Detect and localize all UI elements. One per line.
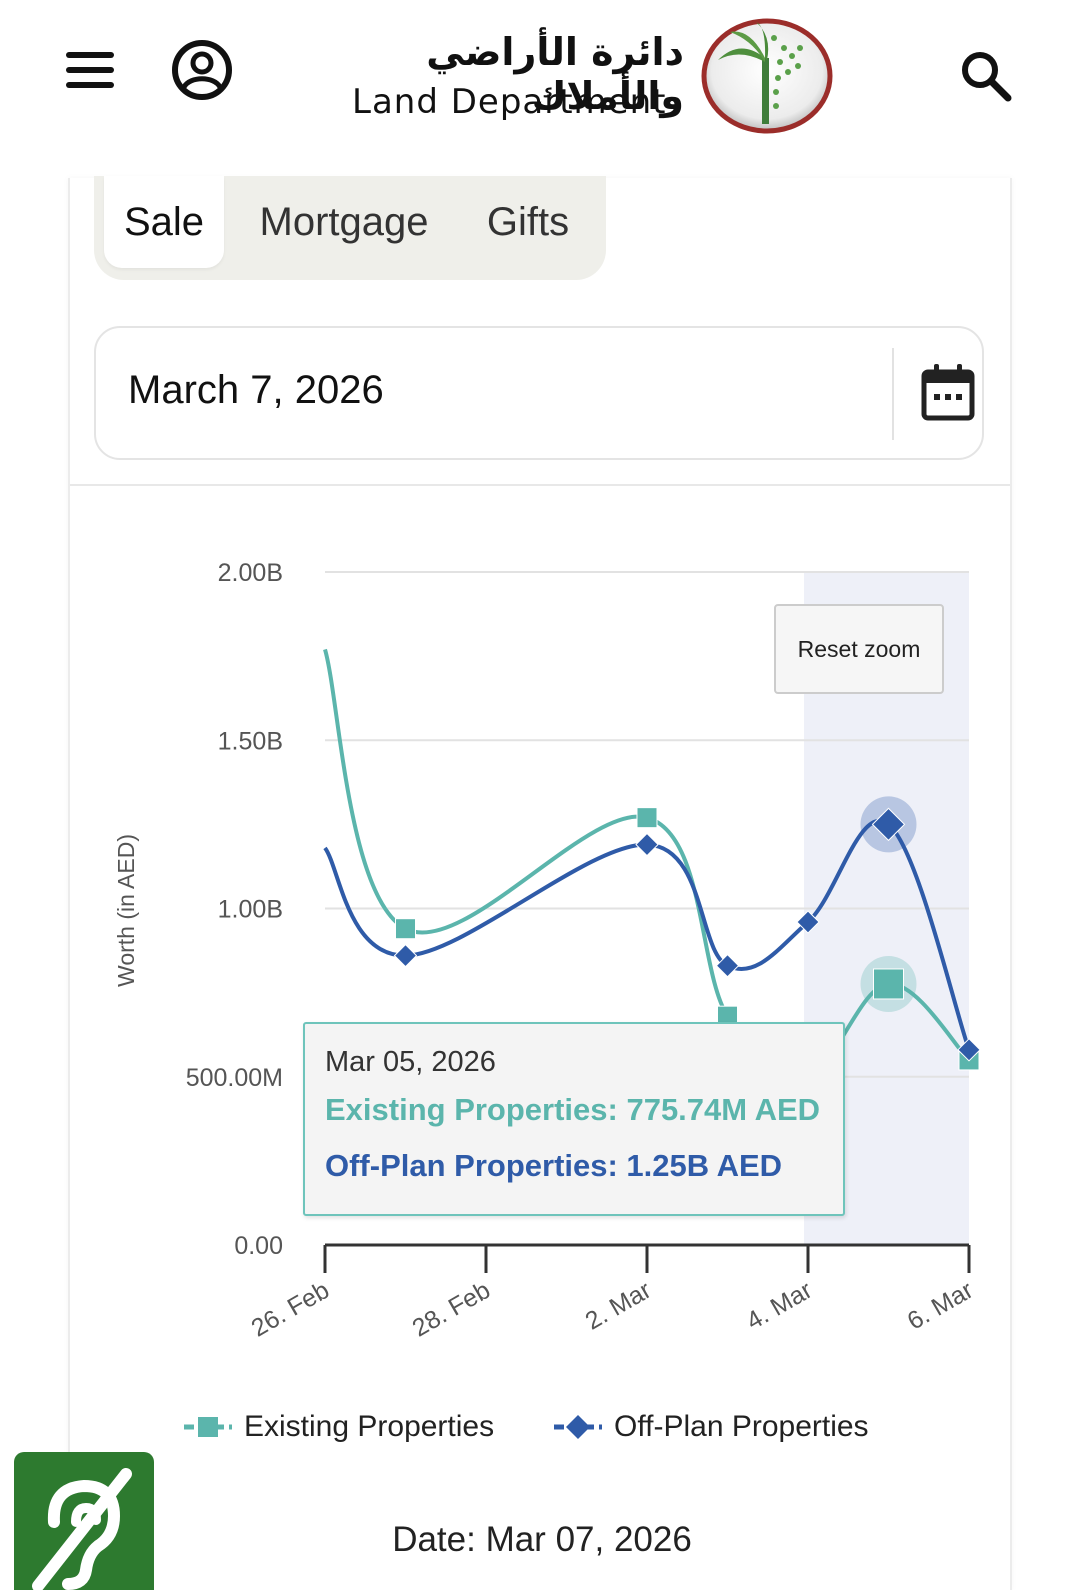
land-department-logo: دائرة الأراضي والأملاك Land Department [352, 18, 837, 134]
logo-english-text: Land Department [352, 82, 667, 122]
search-icon[interactable] [958, 48, 1014, 104]
point-off-plan-properties-4 [796, 910, 820, 934]
chart-tooltip: Mar 05, 2026 Existing Properties: 775.74… [303, 1022, 845, 1216]
point-off-plan-properties-5 [871, 807, 906, 842]
date-caption: Date: Mar 07, 2026 [392, 1520, 692, 1559]
legend-offplan-marker [554, 1415, 602, 1439]
legend-existing-properties[interactable]: Existing Properties [182, 1402, 494, 1452]
user-circle-icon[interactable] [170, 38, 234, 102]
tooltip-existing-value: Existing Properties: 775.74M AED [325, 1092, 821, 1127]
x-tick-label-3: 4. Mar [742, 1276, 817, 1336]
point-existing-properties-5 [873, 968, 904, 1000]
sales-chart[interactable]: 2.00B 1.50B 1.00B 500.00M 0.00 Worth (in AED)… [70, 486, 1014, 1486]
point-off-plan-properties-6 [957, 1038, 981, 1062]
calendar-icon[interactable] [920, 362, 976, 422]
legend-existing-label: Existing Properties [244, 1410, 495, 1443]
tooltip-date: Mar 05, 2026 [325, 1046, 496, 1078]
x-tick-label-2: 2. Mar [581, 1276, 656, 1336]
y-tick-label-4: 0.00 [234, 1232, 283, 1260]
date-picker-value: March 7, 2026 [128, 368, 384, 412]
legend-offplan-label: Off-Plan Properties [614, 1410, 869, 1443]
tab-gifts[interactable]: Gifts [486, 199, 570, 244]
point-off-plan-properties-1 [393, 943, 418, 968]
x-tick-label-4: 6. Mar [903, 1276, 978, 1336]
point-existing-properties-1 [395, 918, 416, 940]
date-picker-field[interactable]: March 7, 2026 [94, 326, 984, 460]
app-header: دائرة الأراضي والأملاك Land Department [0, 0, 1080, 150]
point-existing-properties-2 [636, 807, 658, 829]
point-off-plan-properties-3 [715, 953, 740, 978]
palm-tree-emblem-icon [700, 18, 834, 134]
date-picker-divider [892, 348, 894, 440]
menu-icon[interactable] [62, 50, 118, 90]
point-off-plan-properties-2 [635, 832, 659, 857]
hearing-assist-icon[interactable] [14, 1452, 154, 1590]
chart-legend: Existing Properties Off-Plan Properties [182, 1402, 902, 1452]
tab-mortgage[interactable]: Mortgage [259, 199, 429, 244]
tab-sale[interactable]: Sale [104, 176, 224, 268]
transactions-card: Sale Mortgage Gifts March 7, 2026 [68, 176, 1014, 1590]
y-axis-title: Worth (in AED) [113, 834, 139, 987]
y-tick-label-1: 1.50B [218, 727, 283, 755]
section-divider [70, 484, 1010, 486]
x-tick-label-1: 28. Feb [408, 1276, 495, 1343]
y-tick-label-0: 2.00B [218, 559, 283, 587]
x-tick-label-0: 26. Feb [247, 1276, 334, 1343]
legend-offplan-properties[interactable]: Off-Plan Properties [552, 1402, 869, 1452]
tooltip-offplan-value: Off-Plan Properties: 1.25B AED [325, 1148, 783, 1183]
transaction-type-tabs: Sale Mortgage Gifts [94, 176, 606, 280]
y-tick-label-2: 1.00B [218, 896, 283, 924]
logo-arabic-text: دائرة الأراضي والأملاك [426, 30, 685, 118]
legend-existing-marker [184, 1417, 232, 1437]
reset-zoom-button[interactable]: Reset zoom [774, 604, 944, 694]
y-tick-label-3: 500.00M [186, 1064, 283, 1092]
